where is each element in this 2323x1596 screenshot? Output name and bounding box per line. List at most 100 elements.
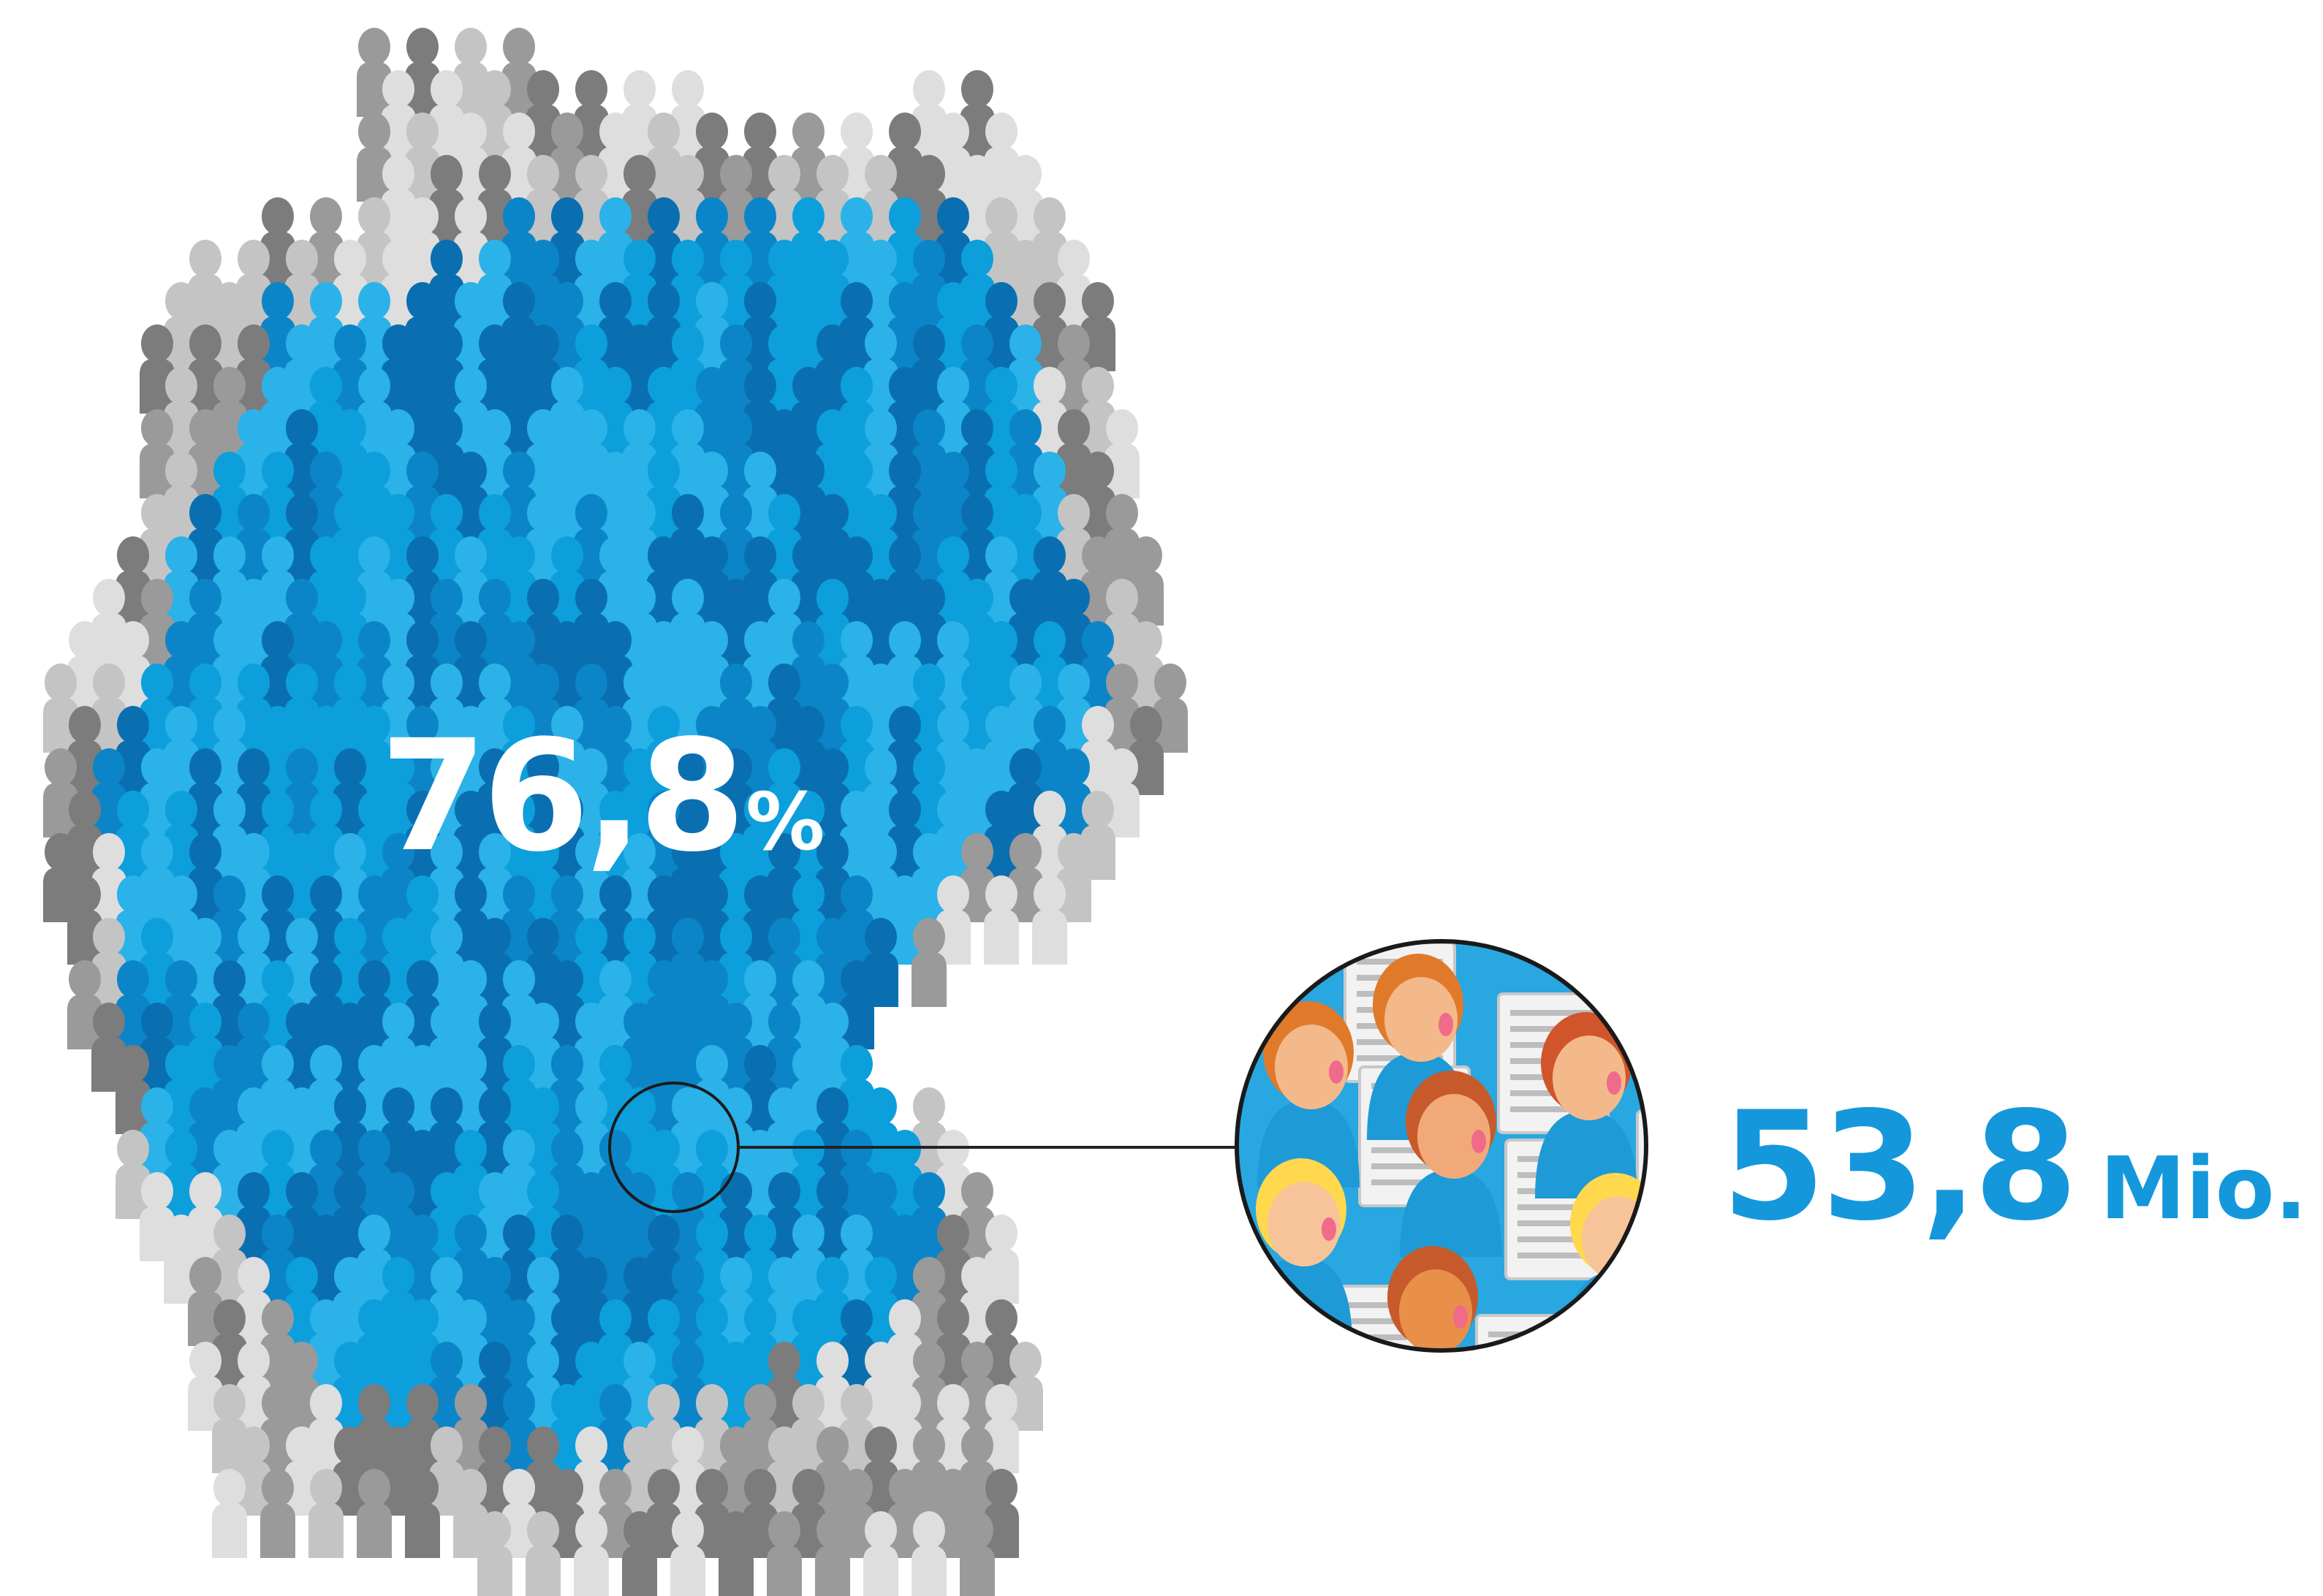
person-silhouette-icon xyxy=(887,197,922,286)
person-silhouette-icon xyxy=(598,621,633,710)
person-silhouette-icon xyxy=(405,875,440,965)
newspaper-reader-icon xyxy=(1382,1246,1484,1350)
person-silhouette-icon xyxy=(333,240,368,329)
person-silhouette-icon xyxy=(984,197,1019,286)
person-silhouette-icon xyxy=(670,70,705,159)
person-silhouette-icon xyxy=(791,1130,826,1219)
person-silhouette-icon xyxy=(501,1469,537,1558)
person-silhouette-icon xyxy=(984,1384,1019,1473)
person-silhouette-icon xyxy=(670,1257,705,1346)
person-silhouette-icon xyxy=(333,833,368,922)
person-silhouette-icon xyxy=(260,706,295,795)
person-silhouette-icon xyxy=(887,706,922,795)
person-silhouette-icon xyxy=(887,452,922,541)
person-silhouette-icon xyxy=(477,1342,512,1431)
person-silhouette-icon xyxy=(839,706,874,795)
person-silhouette-icon xyxy=(429,1342,464,1431)
person-silhouette-icon xyxy=(453,28,488,117)
person-silhouette-icon xyxy=(694,282,730,371)
person-silhouette-icon xyxy=(429,1426,464,1516)
person-silhouette-icon xyxy=(960,1426,995,1516)
person-silhouette-icon xyxy=(260,452,295,541)
person-silhouette-icon xyxy=(405,791,440,880)
person-silhouette-icon xyxy=(598,960,633,1049)
person-silhouette-icon xyxy=(236,324,271,414)
person-silhouette-icon xyxy=(164,1130,199,1219)
person-silhouette-icon xyxy=(646,960,681,1049)
person-silhouette-icon xyxy=(357,1130,392,1219)
person-silhouette-icon xyxy=(453,452,488,541)
person-silhouette-icon xyxy=(526,1426,561,1516)
person-silhouette-icon xyxy=(574,748,609,837)
person-silhouette-icon xyxy=(1080,791,1115,880)
person-silhouette-icon xyxy=(550,452,585,541)
person-silhouette-icon xyxy=(501,960,537,1049)
person-silhouette-icon xyxy=(984,536,1019,626)
person-silhouette-icon xyxy=(743,367,778,456)
person-silhouette-icon xyxy=(188,1257,223,1346)
person-silhouette-icon xyxy=(574,1426,609,1516)
person-silhouette-icon xyxy=(646,1045,681,1134)
person-silhouette-icon xyxy=(164,960,199,1049)
person-silhouette-icon xyxy=(863,1426,898,1516)
person-silhouette-icon xyxy=(574,324,609,414)
person-silhouette-icon xyxy=(719,1172,754,1261)
person-silhouette-icon xyxy=(405,536,440,626)
person-silhouette-icon xyxy=(839,1469,874,1558)
person-silhouette-icon xyxy=(477,1087,512,1177)
person-silhouette-icon xyxy=(140,833,175,922)
newspaper-icon xyxy=(1475,1314,1588,1350)
person-silhouette-icon xyxy=(188,1342,223,1431)
person-silhouette-icon xyxy=(308,1384,344,1473)
person-silhouette-icon xyxy=(429,1087,464,1177)
person-silhouette-icon xyxy=(912,409,947,498)
person-silhouette-icon xyxy=(429,409,464,498)
person-silhouette-icon xyxy=(357,791,392,880)
person-silhouette-icon xyxy=(526,70,561,159)
person-silhouette-icon xyxy=(405,282,440,371)
person-silhouette-icon xyxy=(381,155,416,244)
person-silhouette-icon xyxy=(115,536,151,626)
person-silhouette-icon xyxy=(1032,536,1067,626)
person-silhouette-icon xyxy=(694,1299,730,1388)
person-silhouette-icon xyxy=(839,113,874,202)
person-silhouette-icon xyxy=(381,1342,416,1431)
person-silhouette-icon xyxy=(670,1426,705,1516)
person-silhouette-icon xyxy=(646,282,681,371)
person-silhouette-icon xyxy=(140,1172,175,1261)
person-silhouette-icon xyxy=(477,748,512,837)
person-silhouette-icon xyxy=(501,113,537,202)
person-silhouette-icon xyxy=(912,833,947,922)
person-silhouette-icon xyxy=(670,1511,705,1596)
person-silhouette-icon xyxy=(91,918,126,1007)
person-silhouette-icon xyxy=(526,494,561,583)
person-silhouette-icon xyxy=(767,579,802,668)
person-silhouette-icon xyxy=(887,1384,922,1473)
person-silhouette-icon xyxy=(308,1045,344,1134)
person-silhouette-icon xyxy=(815,1003,850,1092)
person-silhouette-icon xyxy=(598,1215,633,1304)
person-silhouette-icon xyxy=(574,240,609,329)
person-silhouette-icon xyxy=(405,960,440,1049)
person-silhouette-icon xyxy=(1080,536,1115,626)
person-silhouette-icon xyxy=(453,1384,488,1473)
person-silhouette-icon xyxy=(767,1003,802,1092)
person-silhouette-icon xyxy=(333,1172,368,1261)
person-silhouette-icon xyxy=(839,536,874,626)
person-silhouette-icon xyxy=(91,664,126,753)
person-silhouette-icon xyxy=(260,1130,295,1219)
person-silhouette-icon xyxy=(839,367,874,456)
person-silhouette-icon xyxy=(912,155,947,244)
person-silhouette-icon xyxy=(694,1045,730,1134)
person-silhouette-icon xyxy=(429,1003,464,1092)
person-silhouette-icon xyxy=(863,748,898,837)
person-silhouette-icon xyxy=(260,282,295,371)
person-silhouette-icon xyxy=(405,452,440,541)
person-silhouette-icon xyxy=(381,1003,416,1092)
person-silhouette-icon xyxy=(140,664,175,753)
person-silhouette-icon xyxy=(260,960,295,1049)
person-silhouette-icon xyxy=(212,282,247,371)
person-silhouette-icon xyxy=(550,113,585,202)
person-silhouette-icon xyxy=(694,197,730,286)
person-silhouette-icon xyxy=(115,1130,151,1219)
